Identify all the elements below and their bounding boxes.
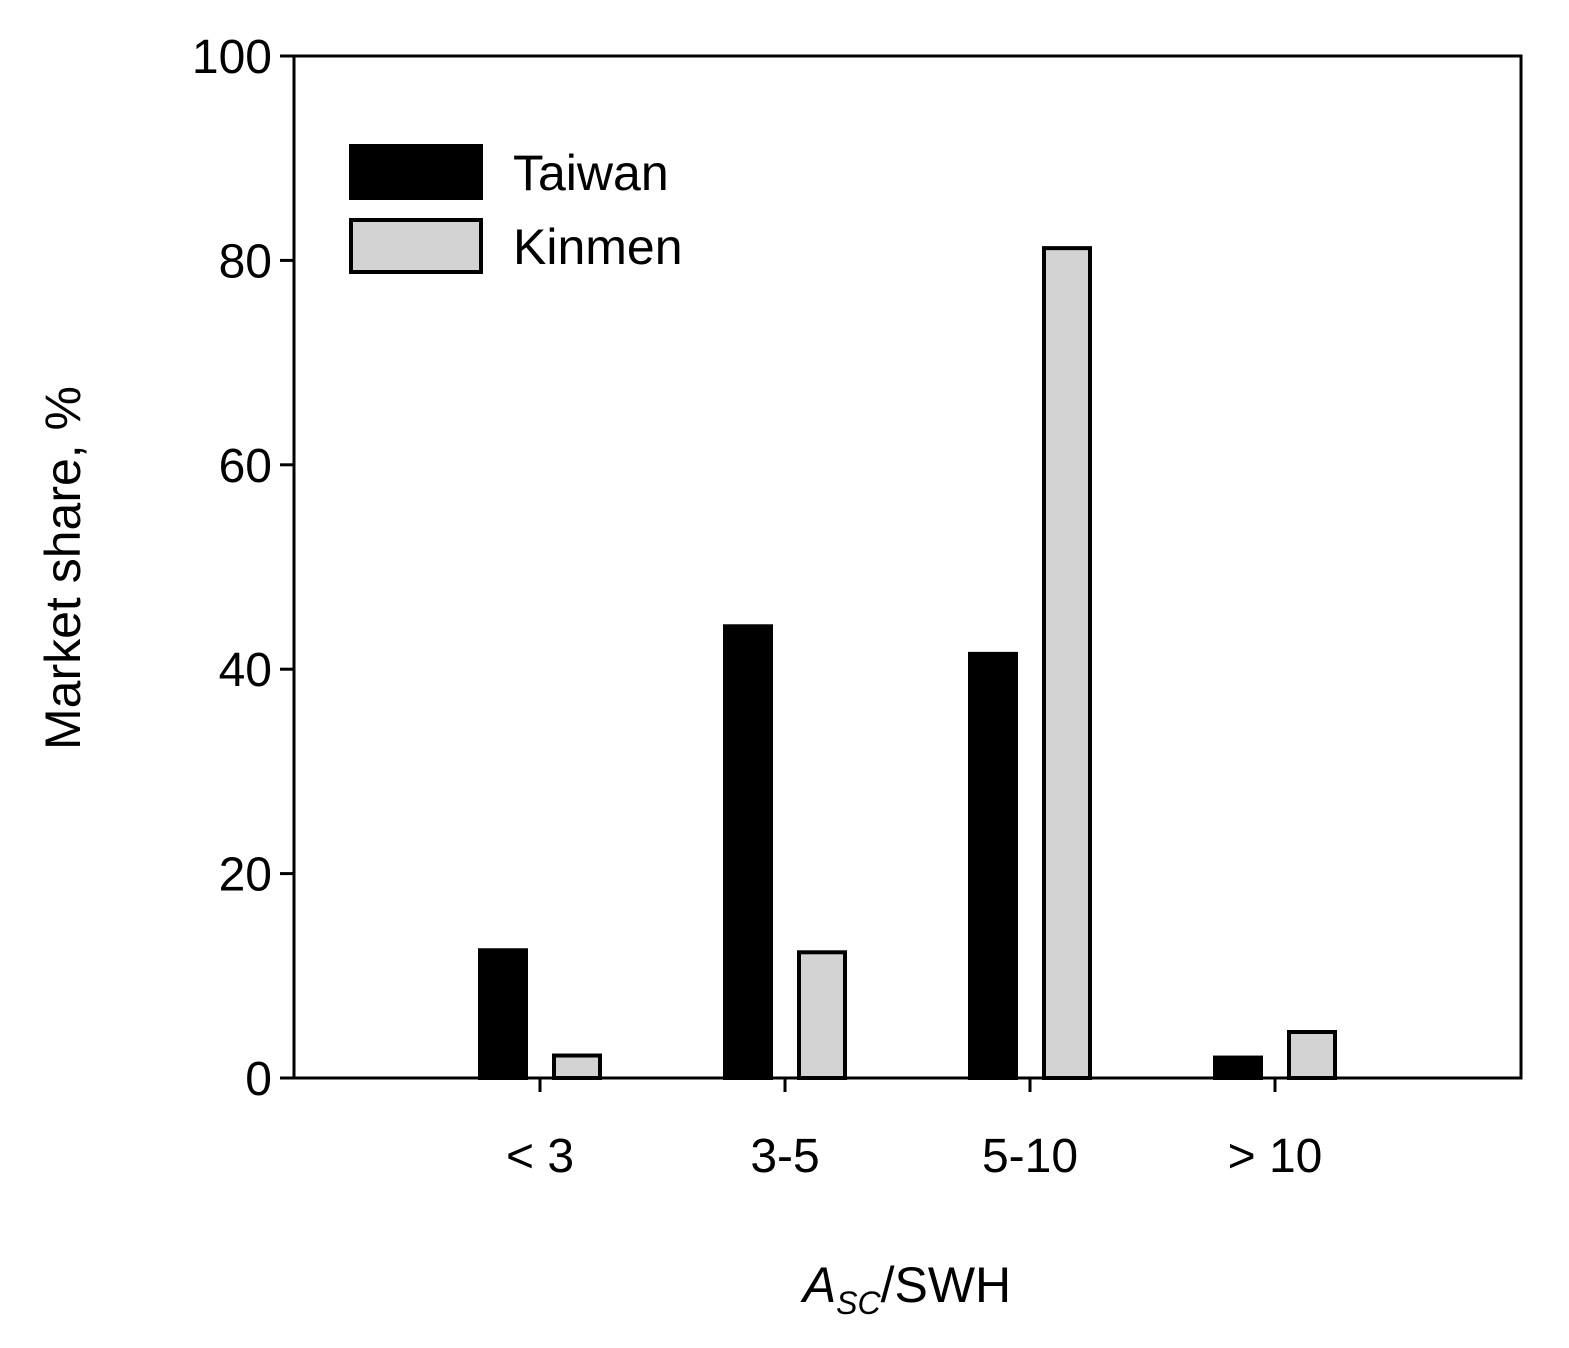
x-axis: < 3 3-5 5-10 > 10 — [294, 1076, 1521, 1183]
bar-kinmen-0 — [552, 1053, 602, 1080]
x-tick-label: 5-10 — [982, 1130, 1078, 1183]
bar-kinmen-1 — [797, 950, 847, 1081]
y-tick-label: 40 — [219, 644, 272, 697]
legend-label-taiwan: Taiwan — [513, 145, 669, 201]
legend-swatch-taiwan — [349, 144, 483, 200]
bars-group — [478, 246, 1337, 1081]
x-axis-label-italic: A — [800, 1257, 836, 1313]
y-tick-label: 80 — [219, 235, 272, 288]
x-tick-label: 3-5 — [750, 1130, 819, 1183]
y-tick-label: 0 — [245, 1053, 272, 1106]
bar-taiwan-3 — [1213, 1055, 1263, 1081]
bar-taiwan-0 — [478, 948, 528, 1080]
legend: Taiwan Kinmen — [349, 144, 683, 275]
bar-kinmen-3 — [1287, 1030, 1337, 1081]
y-tick-label: 60 — [219, 440, 272, 493]
plot-area-frame — [292, 54, 1523, 1080]
x-axis-label-rest: /SWH — [881, 1257, 1012, 1313]
y-tick-label: 100 — [192, 31, 272, 84]
bar-taiwan-1 — [723, 624, 773, 1080]
x-axis-label-subscript: SC — [836, 1285, 881, 1321]
x-tick-label: < 3 — [506, 1130, 574, 1183]
y-tick-label: 20 — [219, 849, 272, 902]
y-axis-label: Market share, % — [35, 386, 91, 750]
x-tick-label: > 10 — [1228, 1130, 1323, 1183]
bar-kinmen-2 — [1042, 246, 1092, 1081]
bar-taiwan-2 — [968, 651, 1018, 1080]
y-axis: 0 20 40 60 80 100 — [192, 31, 294, 1106]
x-axis-label: ASC/SWH — [800, 1257, 1011, 1321]
legend-label-kinmen: Kinmen — [513, 219, 683, 275]
legend-swatch-kinmen — [349, 218, 483, 274]
